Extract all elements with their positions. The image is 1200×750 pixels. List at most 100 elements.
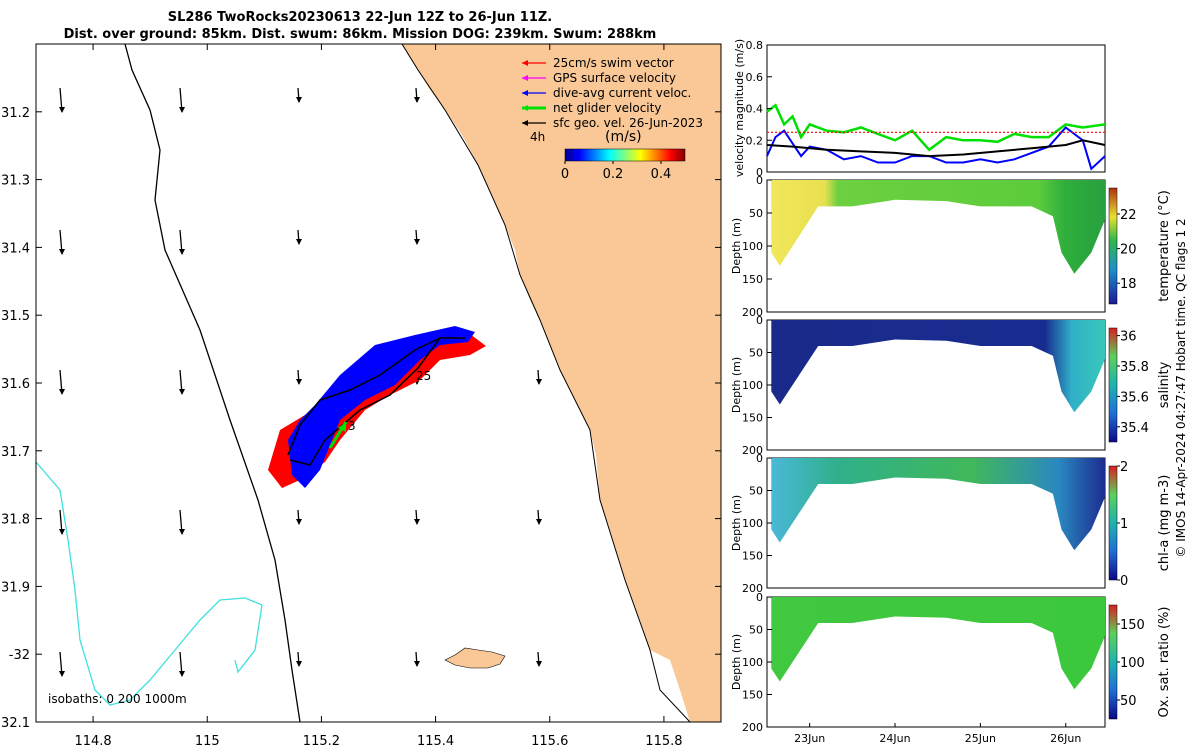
geo-velocity-arrowhead xyxy=(296,239,302,245)
section-colorbar-tick-label: 100 xyxy=(1120,656,1145,671)
section-ytick-label: 50 xyxy=(749,207,763,220)
time-xtick-label: 25Jun xyxy=(965,732,996,745)
section-ylabel: Depth (m) xyxy=(730,218,743,274)
glider-track xyxy=(287,337,465,466)
section-ytick-label: 0 xyxy=(756,591,763,604)
geo-velocity-arrowhead xyxy=(536,661,542,667)
map-x-axis: 114.8 115 115.2 115.4 115.6 115.8 xyxy=(74,44,683,749)
map-colorbar-ticks: 0 0.2 0.4 xyxy=(561,161,671,182)
section-colorbar xyxy=(1108,327,1118,443)
section-ylabel: Depth (m) xyxy=(730,634,743,690)
section-ytick-label: 150 xyxy=(742,550,763,563)
section-ytick-label: 100 xyxy=(742,240,763,253)
section-colorbar-tick-label: 150 xyxy=(1120,618,1145,633)
geo-velocity-arrowhead xyxy=(179,107,185,113)
legend-arrowhead xyxy=(522,105,528,111)
section-colorbar xyxy=(1108,465,1118,581)
section-colorbar-tick-label: 50 xyxy=(1120,694,1137,709)
section-ytick-label: 50 xyxy=(749,347,763,360)
legend-arrowhead xyxy=(522,60,528,66)
velocity-ytick-label: 0.6 xyxy=(746,71,764,84)
interval-label: 4h xyxy=(530,130,545,144)
isobath-200m xyxy=(124,44,301,722)
section-ytick-label: 0 xyxy=(756,174,763,187)
geo-velocity-arrowhead xyxy=(59,671,65,677)
net-glider-velocity-arrowhead xyxy=(338,422,346,432)
geo-velocity-arrowhead xyxy=(296,97,302,103)
geo-velocity-arrowhead xyxy=(536,519,542,525)
section-ytick-label: 100 xyxy=(742,517,763,530)
geo-velocity-arrowhead xyxy=(179,529,185,535)
legend-label: dive-avg current veloc. xyxy=(553,86,691,100)
figure-title-line1: SL286 TwoRocks20230613 22-Jun 12Z to 26-… xyxy=(167,10,553,25)
legend-label: GPS surface velocity xyxy=(553,71,676,85)
map-xtick-label: 114.8 xyxy=(74,734,111,749)
map-colorbar-tick-label: 0.2 xyxy=(603,167,624,182)
section-ytick-label: 50 xyxy=(749,624,763,637)
geo-velocity-arrowhead xyxy=(179,389,185,395)
figure-title-line2: Dist. over ground: 85km. Dist. swum: 86k… xyxy=(63,27,657,42)
track-label-25: 25 xyxy=(416,369,431,383)
map-ytick-label: 31.6 xyxy=(1,377,30,392)
geo-velocity-arrowhead xyxy=(414,661,420,667)
section-ytick-label: 200 xyxy=(742,306,763,319)
section-salinity: 0 50 100 150 200 Depth (m) 35.4 35.6 35.8 36 salin… xyxy=(730,314,1172,457)
section-colorbar-label: temperature (°C) xyxy=(1157,190,1172,302)
section-ytick-label: 200 xyxy=(742,721,763,734)
section-colorbar-tick-label: 18 xyxy=(1120,277,1137,292)
time-xtick-label: 26Jun xyxy=(1050,732,1081,745)
section-oxygen-saturation: 0 50 100 150 200 Depth (m) 50 100 150 Ox. sat. ra… xyxy=(730,591,1172,734)
velocity-ytick-label: 0 xyxy=(756,166,763,179)
geo-velocity-arrowhead xyxy=(296,519,302,525)
legend-label: 25cm/s swim vector xyxy=(553,56,674,70)
time-xtick-label: 23Jun xyxy=(794,732,825,745)
section-colorbar-tick-label: 22 xyxy=(1120,208,1137,223)
current-vector-field xyxy=(59,87,542,677)
section-ylabel: Depth (m) xyxy=(730,495,743,551)
map-ytick-label: 31.5 xyxy=(1,309,30,324)
section-ytick-label: 150 xyxy=(742,689,763,702)
velocity-series xyxy=(766,103,1106,171)
map-ytick-label: -32 xyxy=(9,648,30,663)
colorbar-unit-label: (m/s) xyxy=(605,129,642,145)
velocity-series-sfc-geo-vel- xyxy=(766,139,1106,158)
section-temperature: 0 50 100 150 200 Depth (m) 18 20 22 temperature (… xyxy=(730,174,1172,319)
map-colorbar-tick-label: 0 xyxy=(561,167,569,182)
isobath-legend-label: isobaths: 0 200 1000m xyxy=(48,692,187,706)
land-mass xyxy=(402,44,721,722)
velocity-ytick-label: 0.8 xyxy=(746,39,764,52)
section-data-curtain xyxy=(771,180,1105,274)
geo-velocity-arrowhead xyxy=(179,249,185,255)
section-ytick-label: 0 xyxy=(756,452,763,465)
legend-arrowhead xyxy=(522,90,528,96)
velocity-ytick-label: 0.4 xyxy=(746,103,764,116)
section-ytick-label: 50 xyxy=(749,485,763,498)
section-ytick-label: 100 xyxy=(742,656,763,669)
track-label-3: 3 xyxy=(348,419,356,433)
section-colorbar-tick-label: 2 xyxy=(1120,460,1128,475)
map-xtick-label: 115.8 xyxy=(645,734,682,749)
map-panel: 25 3 isobaths: 0 200 1000m 25cm/s swim v… xyxy=(1,43,722,749)
map-ytick-label: 31.8 xyxy=(1,513,30,528)
geo-velocity-arrowhead xyxy=(59,249,65,255)
section-ytick-label: 200 xyxy=(742,444,763,457)
map-ytick-label: 31.3 xyxy=(1,174,30,189)
section-ytick-label: 200 xyxy=(742,582,763,595)
section-ytick-label: 150 xyxy=(742,273,763,286)
legend-arrowhead xyxy=(522,120,528,126)
map-ytick-label: 31.7 xyxy=(1,445,30,460)
map-xtick-label: 115.2 xyxy=(303,734,340,749)
section-colorbar xyxy=(1108,604,1118,720)
geo-velocity-arrowhead xyxy=(59,389,65,395)
velocity-y-axis: 0 0.2 0.4 0.6 0.8 xyxy=(746,39,772,179)
map-y-axis: 31.2 31.3 31.4 31.5 31.6 31.7 31.8 31.9 -32 32.1 xyxy=(1,106,721,731)
map-colorbar-tick-label: 0.4 xyxy=(651,167,672,182)
velocity-plot-frame xyxy=(766,44,1106,173)
dive-avg-current-cloud xyxy=(288,326,475,488)
map-ytick-label: 31.4 xyxy=(1,241,30,256)
section-colorbar-label: salinity xyxy=(1157,361,1172,408)
section-ytick-label: 100 xyxy=(742,379,763,392)
velocity-ylabel: velocity magnitude (m/s) xyxy=(733,39,746,177)
geo-velocity-arrowhead xyxy=(296,661,302,667)
